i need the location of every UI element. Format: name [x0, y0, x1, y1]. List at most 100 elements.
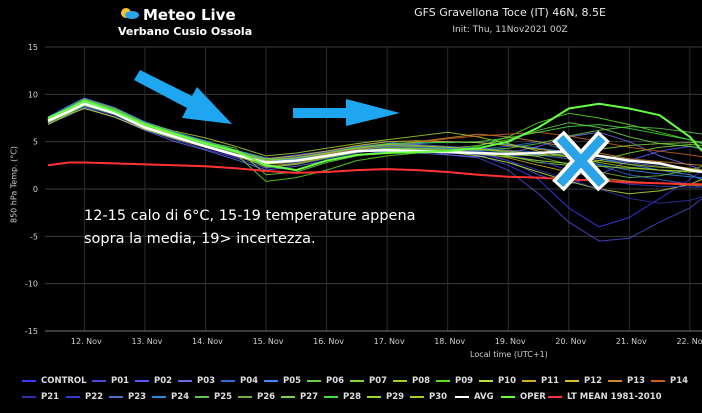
legend-swatch	[522, 380, 536, 382]
legend-item[interactable]: P27	[281, 392, 318, 402]
legend-label: P28	[343, 392, 362, 402]
x-tick-label: 17. Nov	[374, 337, 405, 346]
legend-item[interactable]: P09	[436, 376, 473, 386]
legend-label: P21	[41, 392, 60, 402]
legend-item[interactable]: AVG	[455, 392, 494, 402]
x-tick-label: 21. Nov	[616, 337, 647, 346]
legend-item[interactable]: P29	[367, 392, 404, 402]
legend-swatch	[608, 380, 622, 382]
legend-label: P08	[412, 376, 431, 386]
legend-item[interactable]: P21	[22, 392, 59, 402]
legend-swatch	[307, 380, 321, 382]
legend-item[interactable]: P05	[264, 376, 301, 386]
x-tick-label: 16. Nov	[313, 337, 344, 346]
legend-label: P22	[85, 392, 104, 402]
legend-item[interactable]: CONTROL	[22, 376, 87, 386]
legend-label: CONTROL	[41, 376, 87, 386]
legend-item[interactable]: OPER	[501, 392, 546, 402]
legend-item[interactable]: P07	[350, 376, 387, 386]
legend-label: AVG	[474, 392, 494, 402]
chart-header: GFS Gravellona Toce (IT) 46N, 8.5E Init:…	[360, 6, 660, 35]
legend-item[interactable]: P12	[565, 376, 602, 386]
legend-swatch	[350, 380, 364, 382]
legend-swatch	[501, 396, 515, 398]
y-tick-label: 10	[28, 90, 38, 99]
legend-item[interactable]: P11	[522, 376, 559, 386]
legend-label: P30	[429, 392, 448, 402]
legend-item[interactable]: P01	[92, 376, 129, 386]
ensemble-chart: 15 10 5 0 -5 -10 -15 12. Nov 13. Nov 14. Nov 15. …	[25, 43, 702, 346]
series-line-p28	[47, 99, 702, 161]
legend-label: P25	[214, 392, 233, 402]
y-axis-ticks: 15 10 5 0 -5 -10 -15	[25, 43, 38, 336]
legend-label: P02	[154, 376, 173, 386]
y-axis-label: 850 hPa Temp. (°C)	[9, 145, 19, 224]
legend-label: P04	[240, 376, 259, 386]
y-tick-label: 5	[33, 138, 38, 147]
region-name: Verbano Cusio Ossola	[118, 25, 253, 38]
legend-label: OPER	[520, 392, 546, 402]
legend-item[interactable]: LT MEAN 1981-2010	[548, 392, 662, 402]
legend-swatch	[565, 380, 579, 382]
legend-label: P29	[386, 392, 405, 402]
legend-swatch	[109, 396, 123, 398]
legend-label: P13	[627, 376, 646, 386]
legend-label: P14	[670, 376, 689, 386]
legend-swatch	[92, 380, 106, 382]
x-tick-label: 12. Nov	[71, 337, 102, 346]
x-tick-label: 22. Nov	[676, 337, 702, 346]
legend-label: LT MEAN 1981-2010	[567, 392, 662, 402]
legend-label: P05	[283, 376, 302, 386]
legend-item[interactable]: P22	[66, 392, 103, 402]
legend-swatch	[135, 380, 149, 382]
annotation-line-2: sopra la media, 19> incertezza.	[84, 231, 316, 247]
x-tick-label: 14. Nov	[192, 337, 223, 346]
legend-item[interactable]: P10	[479, 376, 516, 386]
chart-grid	[45, 46, 702, 332]
y-tick-label: 15	[28, 43, 38, 52]
legend-label: P26	[257, 392, 276, 402]
legend-label: P06	[326, 376, 345, 386]
legend-swatch	[367, 396, 381, 398]
legend-item[interactable]: P25	[195, 392, 232, 402]
init-time: Init: Thu, 11Nov2021 00Z	[452, 25, 568, 35]
legend-item[interactable]: P06	[307, 376, 344, 386]
meteo-live-logo: Meteo Live Verbano Cusio Ossola	[118, 6, 258, 38]
legend-item[interactable]: P26	[238, 392, 275, 402]
y-tick-label: 0	[33, 185, 38, 194]
legend-item[interactable]: P24	[152, 392, 189, 402]
legend-swatch	[393, 380, 407, 382]
legend-swatch	[264, 380, 278, 382]
legend-swatch	[455, 396, 469, 398]
x-axis-label: Local time (UTC+1)	[470, 350, 548, 359]
x-axis-ticks: 12. Nov 13. Nov 14. Nov 15. Nov 16. Nov 17. N…	[71, 337, 702, 346]
y-tick-label: -15	[25, 327, 38, 336]
legend-label: P01	[111, 376, 130, 386]
legend-item[interactable]: P23	[109, 392, 146, 402]
legend-swatch	[195, 396, 209, 398]
sun-cloud-icon	[118, 6, 140, 24]
legend-item[interactable]: P04	[221, 376, 258, 386]
flat-trend-arrow	[293, 99, 400, 126]
y-tick-label: -10	[25, 280, 38, 289]
legend-item[interactable]: P03	[178, 376, 215, 386]
legend-swatch	[281, 396, 295, 398]
x-tick-label: 15. Nov	[253, 337, 284, 346]
legend-item[interactable]: P14	[651, 376, 688, 386]
legend-item[interactable]: P28	[324, 392, 361, 402]
legend-item[interactable]: P08	[393, 376, 430, 386]
legend-label: P27	[300, 392, 319, 402]
legend-label: P11	[541, 376, 560, 386]
legend-swatch	[479, 380, 493, 382]
annotation-line-1: 12-15 calo di 6°C, 15-19 temperature app…	[84, 208, 416, 224]
legend-swatch	[436, 380, 450, 382]
legend-item[interactable]: P02	[135, 376, 172, 386]
brand-name: Meteo Live	[143, 6, 236, 24]
x-tick-label: 13. Nov	[131, 337, 162, 346]
legend-label: P10	[498, 376, 517, 386]
chart-legend: CONTROL P01 P02 P03 P04 P05 P06 P07 P08 P09 P10 P11…	[0, 372, 702, 413]
legend-item[interactable]: P30	[410, 392, 447, 402]
forecast-annotation: 12-15 calo di 6°C, 15-19 temperature app…	[84, 205, 464, 251]
series-line-avg	[47, 102, 702, 174]
legend-item[interactable]: P13	[608, 376, 645, 386]
